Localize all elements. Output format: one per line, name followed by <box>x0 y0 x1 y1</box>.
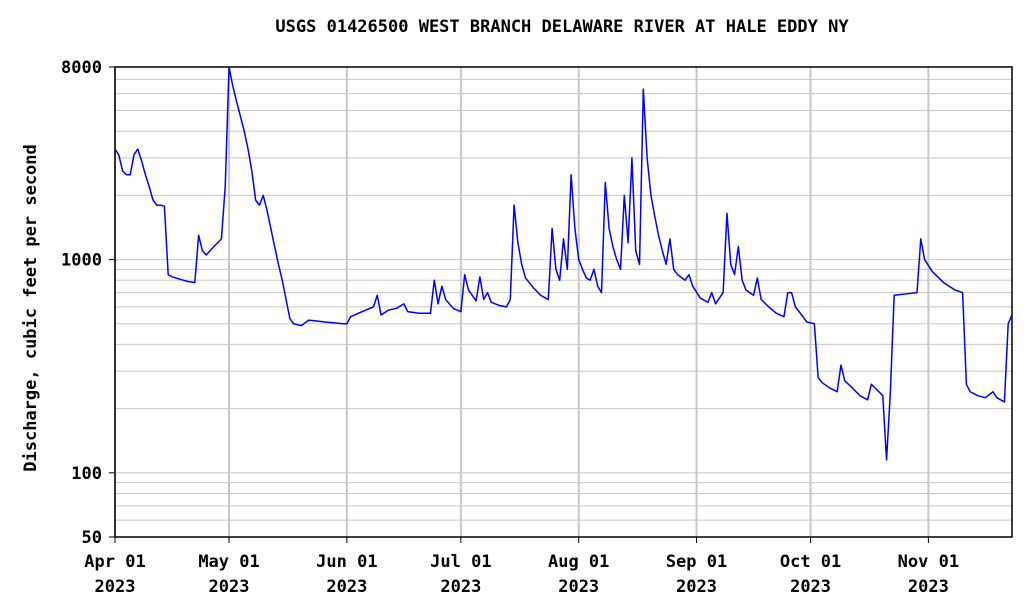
x-tick-label: Sep 01 <box>666 552 727 572</box>
x-tick-label: 2023 <box>326 577 367 597</box>
y-tick-label: 100 <box>71 464 102 484</box>
y-tick-label: 8000 <box>61 58 102 78</box>
x-tick-label: 2023 <box>908 577 949 597</box>
x-tick-label: Nov 01 <box>898 552 959 572</box>
x-tick-label: Oct 01 <box>780 552 841 572</box>
x-tick-label: 2023 <box>209 577 250 597</box>
x-tick-label: 2023 <box>790 577 831 597</box>
y-tick-label: 50 <box>82 528 102 548</box>
x-tick-label: Aug 01 <box>548 552 609 572</box>
x-tick-label: May 01 <box>198 552 259 572</box>
y-tick-label: 1000 <box>61 251 102 271</box>
y-axis-label: Discharge, cubic feet per second <box>21 144 41 472</box>
x-tick-label: 2023 <box>558 577 599 597</box>
x-tick-label: Apr 01 <box>84 552 145 572</box>
x-tick-label: 2023 <box>676 577 717 597</box>
x-tick-label: Jun 01 <box>316 552 377 572</box>
x-tick-label: 2023 <box>95 577 136 597</box>
discharge-line <box>114 66 1013 461</box>
plot-frame <box>114 66 1013 538</box>
x-tick-label: Jul 01 <box>430 552 491 572</box>
x-tick-label: 2023 <box>440 577 481 597</box>
chart-title: USGS 01426500 WEST BRANCH DELAWARE RIVER… <box>275 17 849 37</box>
